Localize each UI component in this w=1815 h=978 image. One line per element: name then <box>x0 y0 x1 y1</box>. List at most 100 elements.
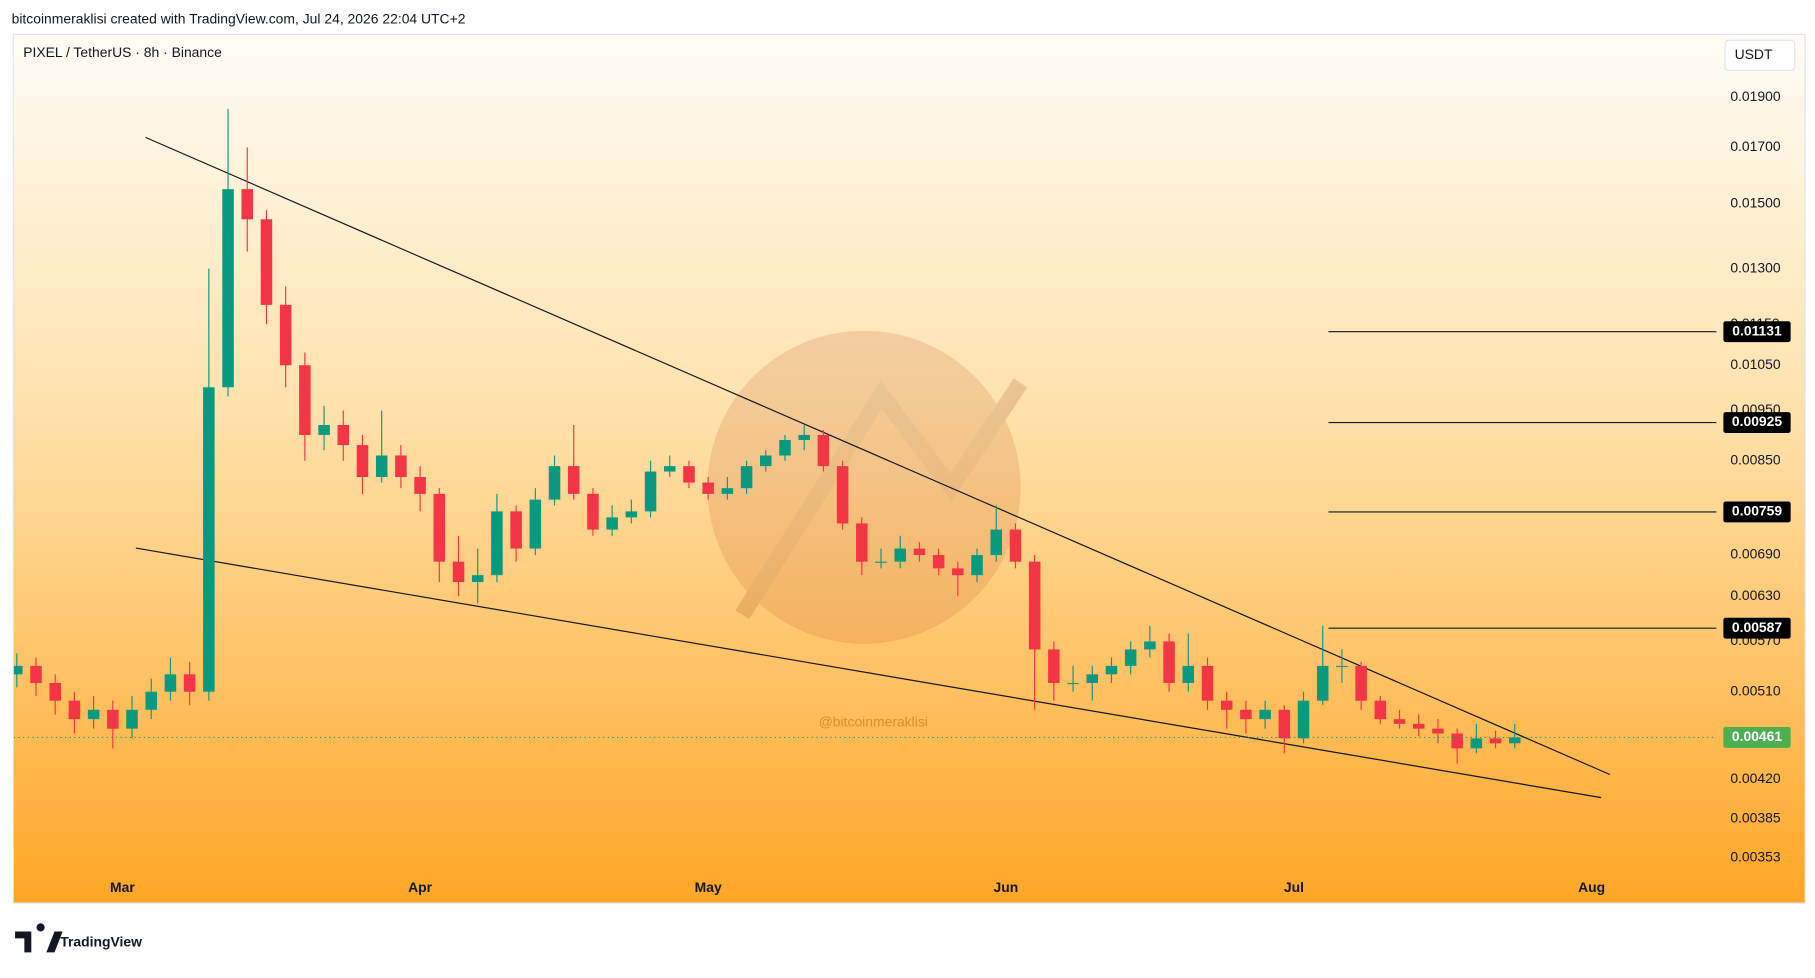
candle-body <box>1278 709 1291 739</box>
watermark-logo <box>707 330 1028 644</box>
candle-body <box>1355 665 1367 701</box>
candle-body <box>1432 728 1444 734</box>
candle-body <box>183 674 196 692</box>
header-text: bitcoinmeraklisi created with TradingVie… <box>12 11 466 27</box>
candle-body <box>395 455 407 478</box>
price-level-label: 0.00925 <box>1732 413 1783 429</box>
y-tick-label: 0.00850 <box>1730 451 1781 467</box>
chart-frame <box>12 33 1806 904</box>
candle-body <box>1067 682 1079 685</box>
price-level-box <box>1723 321 1791 343</box>
footer-brand: TradingView <box>60 934 142 950</box>
candle-body <box>87 709 100 720</box>
y-tick-label: 0.00385 <box>1730 810 1781 826</box>
last-price-label: 0.00461 <box>1732 728 1783 744</box>
candle-body <box>1048 649 1060 683</box>
footer-logo: TradingView <box>15 923 142 953</box>
candle-body <box>203 387 215 692</box>
candle-body <box>1163 641 1175 683</box>
candle-body <box>1297 700 1310 739</box>
x-tick-label: Jun <box>993 879 1018 895</box>
candle-body <box>299 365 311 435</box>
x-tick-label: Mar <box>110 879 135 895</box>
candle-body <box>126 709 138 729</box>
x-tick-label: Apr <box>408 879 433 895</box>
candle-body <box>279 304 292 366</box>
price-level-box <box>1723 617 1791 639</box>
candle-body <box>529 499 542 549</box>
candle-body <box>971 555 983 576</box>
candle-body <box>30 665 42 683</box>
candle-body <box>1144 641 1156 650</box>
candle-body <box>798 434 810 440</box>
y-tick-label: 0.00510 <box>1730 682 1781 698</box>
candle-body <box>1086 674 1099 683</box>
candle-body <box>913 548 926 556</box>
candle-body <box>567 466 580 494</box>
candle-body <box>625 511 638 518</box>
candle-body <box>644 471 657 512</box>
candle-body <box>663 466 676 472</box>
currency-label[interactable]: USDT <box>1735 46 1773 62</box>
watermark-text: @bitcoinmeraklisi <box>819 713 928 729</box>
candle-body <box>375 455 388 478</box>
y-tick-label: 0.00630 <box>1730 587 1781 603</box>
candle-body <box>433 493 446 562</box>
candle-body <box>587 493 599 530</box>
price-level-box <box>1723 501 1791 523</box>
y-tick-label: 0.00353 <box>1730 849 1781 865</box>
y-tick-label: 0.01050 <box>1730 356 1781 372</box>
x-tick-label: Aug <box>1578 879 1605 895</box>
candle-body <box>856 523 868 562</box>
candle-body <box>68 700 81 720</box>
candle-body <box>356 445 369 478</box>
candle-body <box>260 219 273 305</box>
symbol-title: PIXEL / TetherUS · 8h · Binance <box>23 44 222 60</box>
y-tick-label: 0.01700 <box>1730 138 1781 154</box>
axes: 0.019000.017000.015000.013000.011500.010… <box>110 88 1791 895</box>
price-level-label: 0.00759 <box>1732 503 1783 519</box>
candle-body <box>1240 709 1252 720</box>
candle-body <box>875 561 887 563</box>
candle-body <box>779 439 791 456</box>
candle-body <box>13 665 23 675</box>
y-tick-label: 0.00420 <box>1730 770 1781 786</box>
candle-body <box>606 517 618 530</box>
candle-body <box>1393 719 1406 724</box>
candle-body <box>1201 665 1214 701</box>
candle-body <box>164 674 177 692</box>
candle-body <box>222 189 234 388</box>
candle-body <box>452 561 465 583</box>
candle-body <box>1451 733 1463 749</box>
candle-body <box>145 691 157 710</box>
candle-body <box>1182 665 1195 683</box>
candle-body <box>1124 649 1137 666</box>
candle-body <box>1316 665 1329 701</box>
y-tick-label: 0.00690 <box>1730 546 1781 562</box>
candle-body <box>548 466 561 500</box>
candle-body <box>471 575 484 583</box>
candle-body <box>836 466 849 524</box>
candle-body <box>1336 665 1348 668</box>
candle-body <box>932 555 945 569</box>
candle-body <box>1509 737 1521 744</box>
price-level-label: 0.01131 <box>1732 322 1782 338</box>
candle-body <box>702 482 714 494</box>
candle-body <box>740 466 753 489</box>
candle-body <box>1009 529 1022 562</box>
candle-body <box>318 424 330 435</box>
candle-body <box>1412 723 1425 729</box>
currency-box[interactable] <box>1724 39 1796 71</box>
candle-body <box>894 548 906 562</box>
candle-body <box>1374 700 1387 720</box>
trendline <box>135 547 1602 799</box>
candle-body <box>1470 738 1483 749</box>
candle-body <box>49 682 61 701</box>
candle-body <box>510 511 522 549</box>
price-level-box <box>1723 412 1791 433</box>
candle-body <box>817 434 830 467</box>
candle-body <box>1489 738 1502 744</box>
candle-body <box>990 529 1003 556</box>
candle-body <box>683 466 695 483</box>
